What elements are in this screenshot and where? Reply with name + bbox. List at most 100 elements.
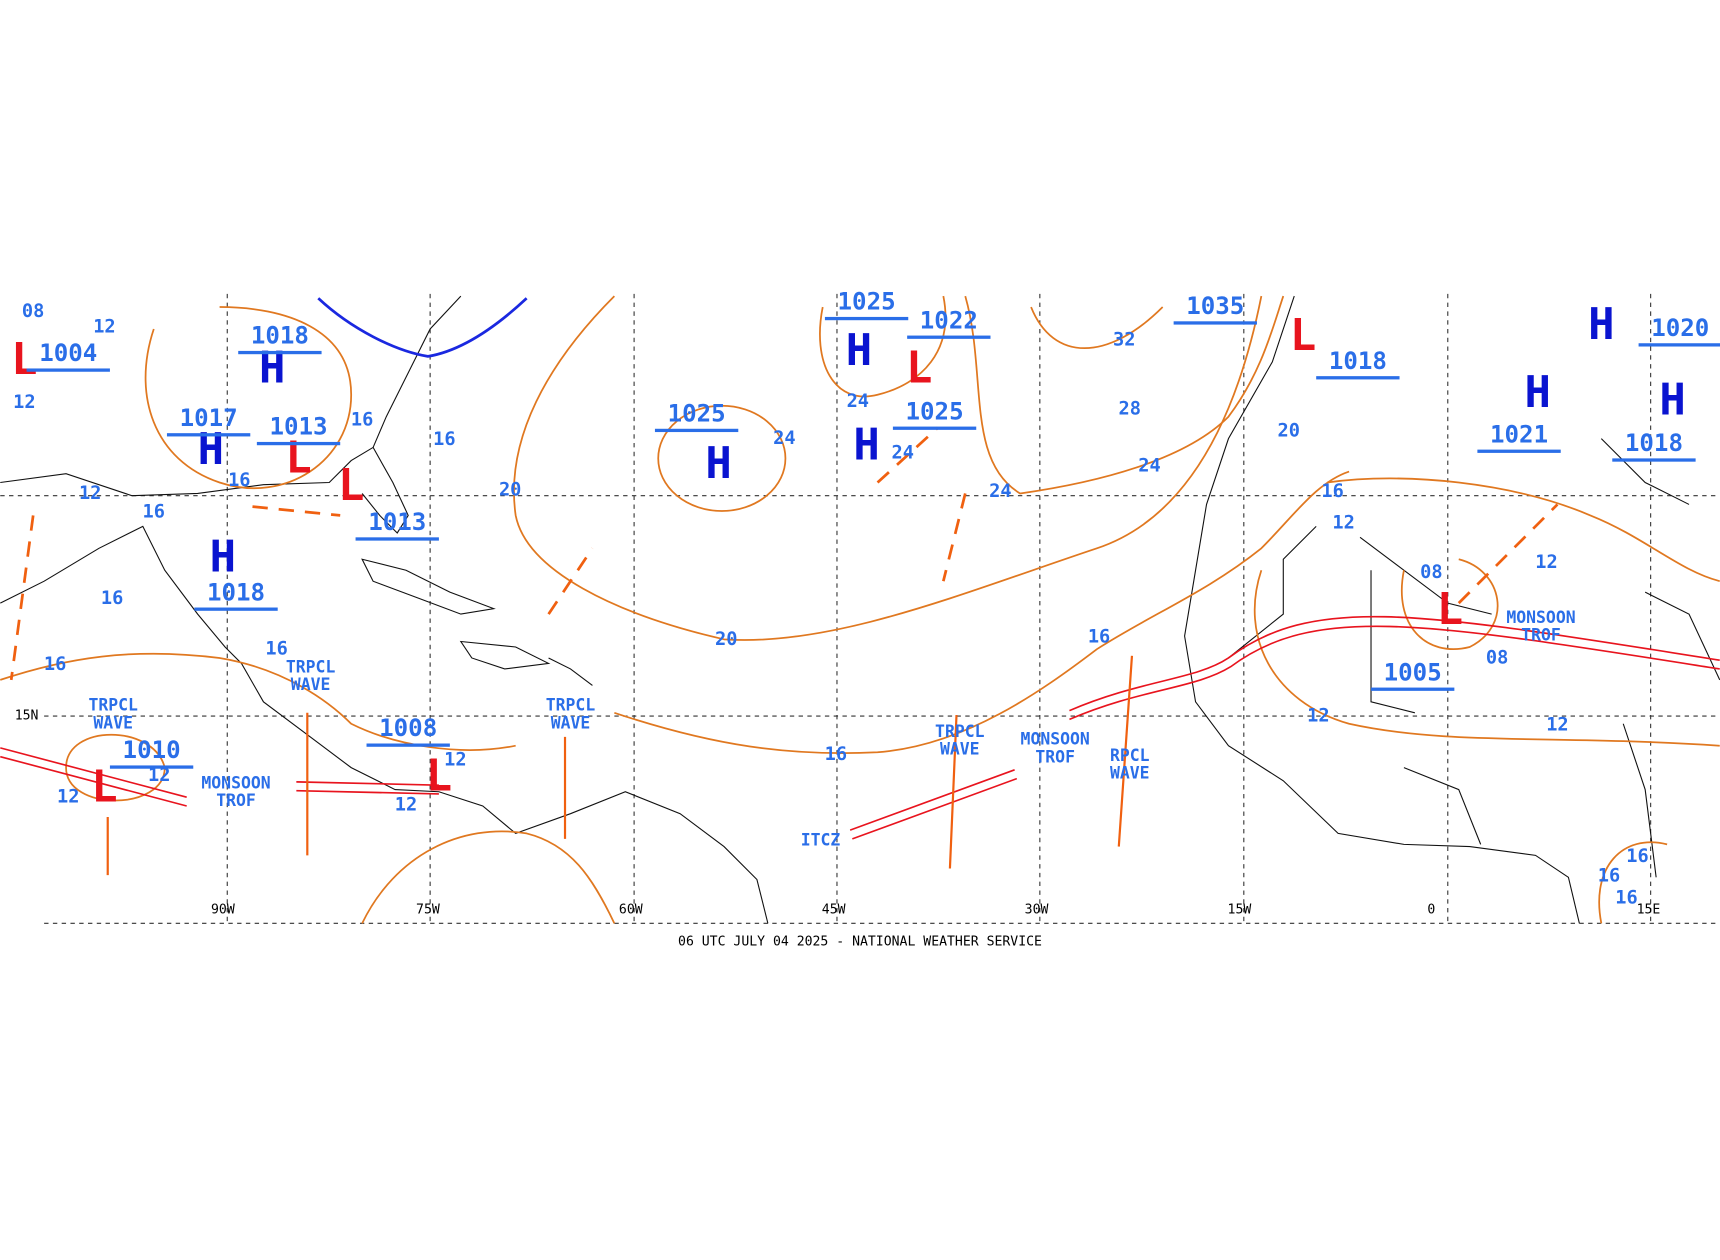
isobar-label: 24 bbox=[989, 481, 1011, 502]
isobar bbox=[1030, 306, 1164, 350]
pressure-value: 1018 bbox=[1329, 347, 1387, 375]
itcz bbox=[1069, 615, 1720, 721]
labels: 06 UTC JULY 04 2025 - NATIONAL WEATHER S… bbox=[11, 288, 1720, 949]
feature-label: TRPCL bbox=[935, 722, 985, 741]
feature-label: RPCL bbox=[1110, 746, 1150, 765]
longitude-label: 0 bbox=[1427, 903, 1435, 918]
isobar-label: 16 bbox=[1088, 627, 1110, 648]
isobar bbox=[964, 295, 1285, 495]
longitude-label: 60W bbox=[619, 903, 643, 918]
feature-label: TROF bbox=[1035, 747, 1075, 766]
pressure-center-letter: L bbox=[11, 334, 37, 385]
pressure-center-letter: H bbox=[846, 325, 872, 376]
pressure-underline bbox=[1638, 343, 1720, 347]
isobar-label: 16 bbox=[265, 639, 287, 660]
pressure-underline bbox=[1612, 458, 1696, 462]
trough bbox=[9, 426, 1559, 681]
pressure-center-letter: H bbox=[853, 419, 879, 470]
isobar-label: 16 bbox=[1615, 888, 1637, 909]
isobar bbox=[513, 295, 1263, 641]
pressure-value: 1035 bbox=[1186, 292, 1244, 320]
pressure-center-letter: L bbox=[1437, 584, 1463, 635]
isobar-label: 12 bbox=[1332, 513, 1354, 534]
feature-label: TROF bbox=[1521, 626, 1561, 645]
isobar-label: 08 bbox=[1486, 647, 1508, 668]
pressure-value: 1022 bbox=[920, 306, 978, 334]
feature-label: WAVE bbox=[551, 713, 591, 732]
feature-label: MONSOON bbox=[201, 774, 270, 793]
feature-label: WAVE bbox=[940, 740, 980, 759]
feature-label: TRPCL bbox=[286, 657, 336, 676]
isobar-label: 08 bbox=[22, 301, 44, 322]
pressure-value: 1021 bbox=[1490, 420, 1548, 448]
isobar-label: 16 bbox=[228, 470, 250, 491]
longitude-label: 90W bbox=[211, 903, 235, 918]
pressure-underline bbox=[824, 316, 909, 321]
pressure-value: 1018 bbox=[207, 578, 265, 606]
itcz bbox=[296, 781, 439, 795]
isobar-label: 16 bbox=[1626, 846, 1648, 867]
pressure-center-letter: H bbox=[1588, 299, 1614, 350]
pressure-center-letter: H bbox=[210, 531, 236, 582]
pressure-underline bbox=[907, 335, 991, 339]
borders bbox=[1228, 438, 1720, 878]
feature-label: TRPCL bbox=[546, 696, 596, 715]
longitude-label: 30W bbox=[1025, 903, 1049, 918]
florida bbox=[361, 447, 409, 534]
pressure-value: 1025 bbox=[906, 397, 964, 425]
pressure-value: 1013 bbox=[270, 413, 328, 441]
isobar-label: 16 bbox=[101, 588, 123, 609]
isobar-label: 16 bbox=[825, 744, 847, 765]
pressure-underline bbox=[355, 537, 439, 541]
pressure-underline bbox=[1173, 321, 1257, 325]
trough bbox=[106, 655, 1134, 876]
africa-coast bbox=[1184, 295, 1580, 924]
feature-label: MONSOON bbox=[1021, 730, 1090, 749]
caribbean-islands bbox=[361, 558, 593, 686]
latitude-label: 15N bbox=[15, 709, 39, 724]
pressure-value: 1025 bbox=[838, 288, 896, 316]
isobar bbox=[819, 295, 947, 398]
pressure-value: 1018 bbox=[1625, 429, 1683, 457]
isobar bbox=[657, 404, 787, 512]
feature-label: TROF bbox=[216, 791, 256, 810]
feature-label: WAVE bbox=[93, 713, 133, 732]
isobar-label: 12 bbox=[93, 316, 115, 337]
pressure-underline bbox=[366, 743, 450, 747]
pressure-underline bbox=[26, 368, 110, 372]
pressure-center-letter: H bbox=[1524, 367, 1550, 418]
isobar bbox=[1400, 558, 1499, 650]
pressure-underline bbox=[1477, 449, 1561, 453]
isobar bbox=[1598, 841, 1668, 924]
isobar-label: 12 bbox=[395, 794, 417, 815]
isobar-label: 12 bbox=[1546, 714, 1568, 735]
longitude-label: 75W bbox=[416, 903, 440, 918]
isobar bbox=[361, 830, 616, 924]
pressure-center-letter: L bbox=[91, 762, 117, 813]
pressure-center-letter: H bbox=[1659, 374, 1685, 425]
pressure-value: 1004 bbox=[39, 339, 97, 367]
isobar-label: 12 bbox=[57, 787, 79, 808]
isobar-label: 16 bbox=[1321, 481, 1343, 502]
isobar-label: 28 bbox=[1119, 399, 1141, 420]
isobar-label: 20 bbox=[1278, 420, 1300, 441]
isobar bbox=[614, 470, 1350, 755]
isobar-label: 24 bbox=[1138, 456, 1160, 477]
isobar-label: 16 bbox=[351, 410, 373, 431]
isobar-label: 24 bbox=[773, 428, 795, 449]
feature-label: WAVE bbox=[1110, 764, 1150, 783]
pressure-value: 1017 bbox=[180, 404, 238, 432]
isobar-label: 16 bbox=[1598, 866, 1620, 887]
pressure-underline bbox=[256, 441, 341, 446]
isobar-label: 24 bbox=[892, 442, 914, 463]
itcz bbox=[849, 769, 1018, 840]
longitude-label: 45W bbox=[822, 903, 846, 918]
itcz bbox=[0, 747, 187, 807]
isobar-label: 16 bbox=[143, 502, 165, 523]
pressure-value: 1005 bbox=[1384, 658, 1442, 686]
us-coast bbox=[0, 295, 462, 497]
pressure-center-letter: H bbox=[705, 438, 731, 489]
pressure-center-letter: L bbox=[906, 343, 932, 394]
pressure-underline bbox=[238, 350, 322, 355]
